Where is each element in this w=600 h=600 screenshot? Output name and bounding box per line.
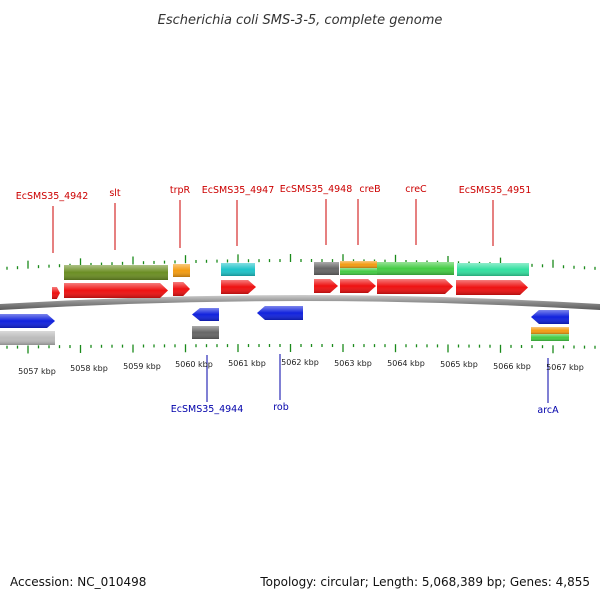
scale-label-5059: 5059 kbp [123,362,161,371]
gene-shade [173,282,190,296]
gene-shade [192,326,219,339]
gene-shade [52,287,60,299]
label-slt[interactable]: slt [109,188,121,199]
gene-shade [340,261,377,268]
map-title: Escherichia coli SMS-3-5, complete genom… [158,13,443,28]
gene-shade [377,279,453,294]
label-leaders [52,199,549,403]
scale-labels: 5057 kbp 5058 kbp 5059 kbp 5060 kbp 5061… [18,358,584,376]
accession-text: Accession: NC_010498 [10,575,146,589]
gene-shade [192,308,219,321]
gene-shade [0,331,55,345]
label-crec[interactable]: creC [405,184,427,195]
gene-shade [0,314,55,328]
gene-shade [173,264,190,277]
tick-row-top [6,254,596,270]
scale-label-5065: 5065 kbp [440,360,478,369]
genome-backbone [0,295,600,310]
label-ecsms35-4942[interactable]: EcSMS35_4942 [16,191,89,202]
gene-shade [64,283,168,298]
scale-label-5058: 5058 kbp [70,364,108,373]
top-gene-labels: EcSMS35_4942 slt trpR EcSMS35_4947 EcSMS… [16,184,532,202]
scale-label-5064: 5064 kbp [387,359,425,368]
tick-row-bottom [6,344,596,354]
gene-shade [340,279,376,293]
gene-shade [221,263,255,276]
gene-shade [257,306,303,320]
label-rob[interactable]: rob [273,402,289,413]
gene-shade [457,263,529,276]
gene-shade [340,268,377,275]
bottom-gene-labels: EcSMS35_4944 rob arcA [171,402,559,416]
gene-shade [531,310,569,324]
scale-label-5067: 5067 kbp [546,363,584,372]
scale-label-5066: 5066 kbp [493,362,531,371]
scale-label-5062: 5062 kbp [281,358,319,367]
label-creb[interactable]: creB [359,184,380,195]
label-ecsms35-4951[interactable]: EcSMS35_4951 [459,185,532,196]
label-ecsms35-4947[interactable]: EcSMS35_4947 [202,185,275,196]
label-arca[interactable]: arcA [537,405,559,416]
scale-label-5063: 5063 kbp [334,359,372,368]
label-trpr[interactable]: trpR [170,185,191,196]
gene-shade [221,280,256,294]
gene-shade [531,334,569,341]
genome-summary: Topology: circular; Length: 5,068,389 bp… [259,575,590,589]
label-ecsms35-4944[interactable]: EcSMS35_4944 [171,404,244,415]
scale-label-5057: 5057 kbp [18,367,56,376]
gene-shade [377,262,454,275]
gene-shade [314,279,338,293]
gene-shade [531,327,569,334]
gene-shade [314,262,339,275]
scale-label-5061: 5061 kbp [228,359,266,368]
gene-shade [64,265,168,280]
gene-shade [456,280,528,295]
label-ecsms35-4948[interactable]: EcSMS35_4948 [280,184,353,195]
scale-label-5060: 5060 kbp [175,360,213,369]
gene-features [0,261,569,345]
